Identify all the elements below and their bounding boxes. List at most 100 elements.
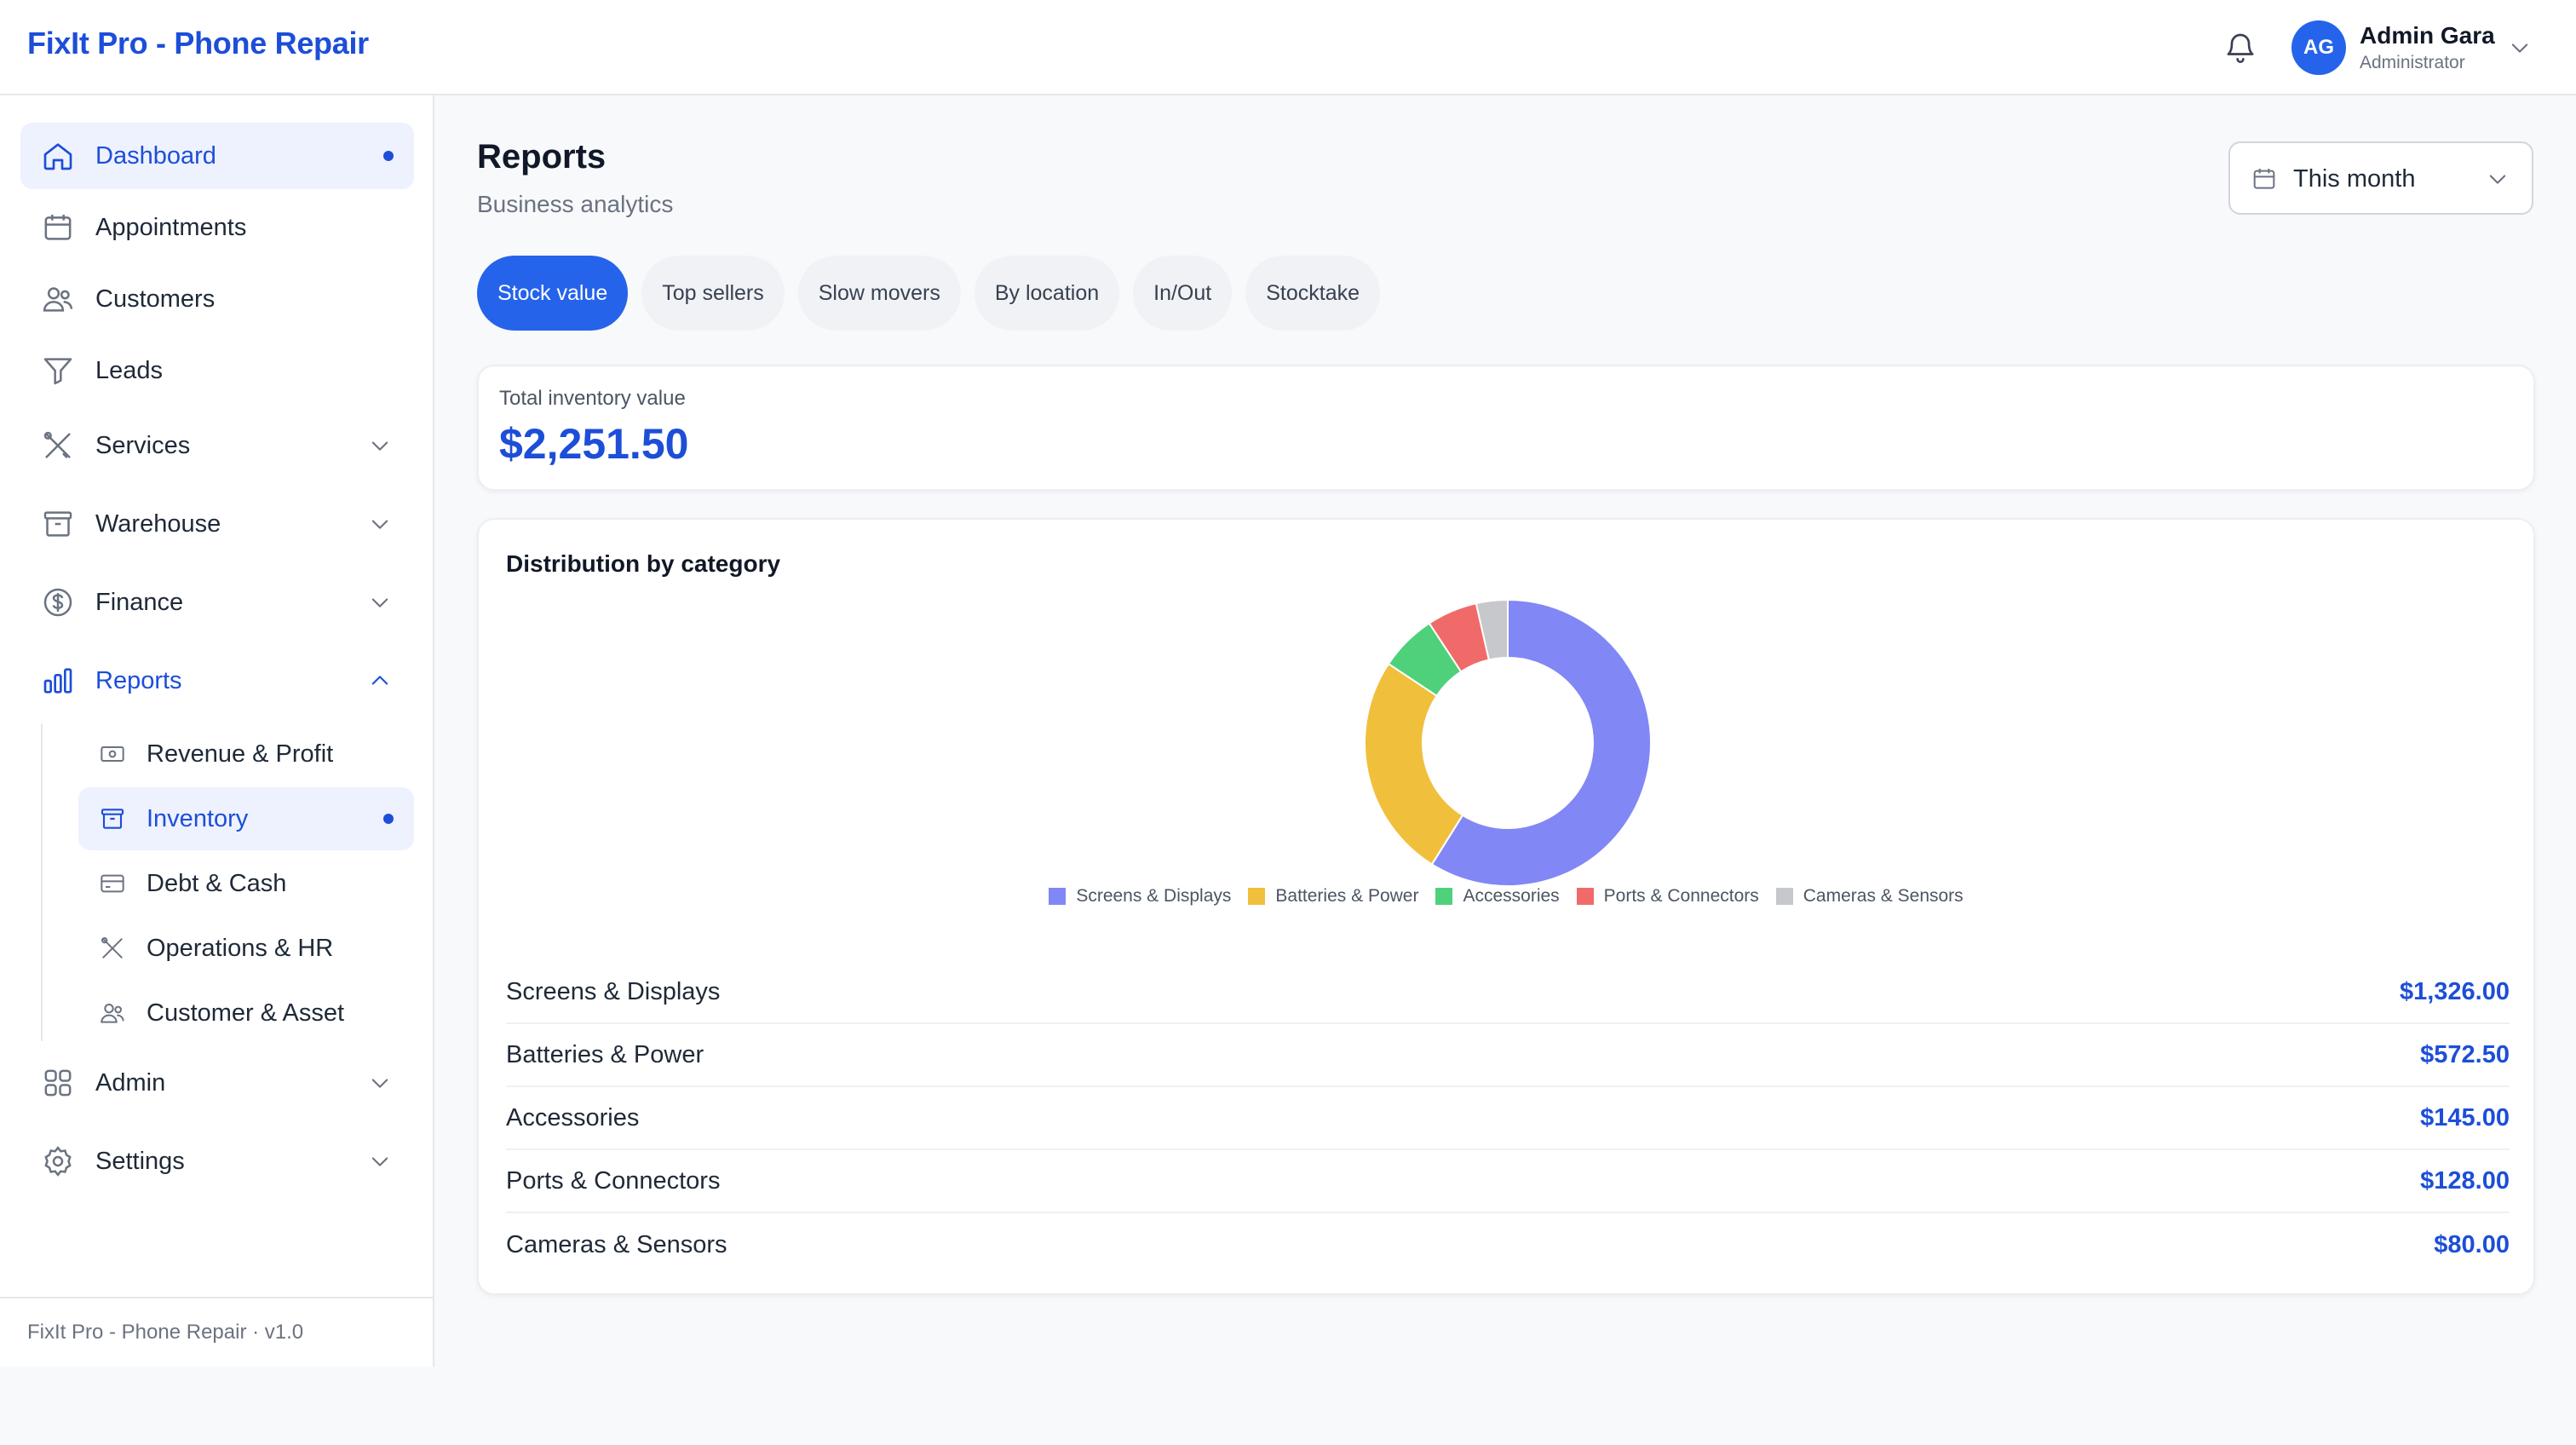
dollar-icon [43,588,72,617]
sidebar-item-label: Settings [95,1147,185,1175]
table-row: Batteries & Power $572.50 [506,1024,2510,1087]
sidebar-item-label: Customers [95,285,216,313]
money-icon [101,746,124,762]
category-value: $572.50 [2420,1040,2510,1068]
table-row: Cameras & Sensors $80.00 [506,1213,2510,1276]
report-tabs: Stock value Top sellers Slow movers By l… [477,256,1394,331]
sidebar-item-leads[interactable]: Leads [20,337,414,404]
sidebar-item-label: Services [95,431,191,459]
chevron-down-icon[interactable] [2508,36,2532,60]
sidebar-item-warehouse[interactable]: Warehouse [20,491,414,557]
user-name[interactable]: Admin Gara [2360,22,2495,49]
page-subtitle: Business analytics [477,191,674,217]
category-value: $145.00 [2420,1103,2510,1131]
users-icon [43,287,73,312]
category-name: Accessories [506,1103,640,1131]
grid-icon [44,1069,72,1097]
date-range-select[interactable]: This month [2228,141,2533,215]
legend-label: Ports & Connectors [1603,886,1759,906]
table-row: Accessories $145.00 [506,1087,2510,1150]
sidebar-item-dashboard[interactable]: Dashboard [20,123,414,189]
category-value: $1,326.00 [2399,977,2510,1005]
archive-icon [43,511,72,537]
sidebar-subitem-revenue-profit[interactable]: Revenue & Profit [78,722,414,786]
distribution-card: Distribution by category Screens & Displ… [477,518,2535,1295]
calendar-icon [44,215,72,240]
tab-top-sellers[interactable]: Top sellers [641,256,785,331]
chevron-down-icon [371,520,388,529]
sidebar-subitem-customer-asset[interactable]: Customer & Asset [78,982,414,1045]
category-name: Screens & Displays [506,977,721,1005]
legend-item[interactable]: Accessories [1435,886,1560,907]
legend-item[interactable]: Screens & Displays [1049,886,1231,907]
avatar[interactable]: AG [2291,20,2346,75]
donut-chart [1364,598,1652,887]
category-name: Batteries & Power [506,1040,704,1068]
active-dot [383,814,394,824]
category-table: Screens & Displays $1,326.00 Batteries &… [506,961,2510,1276]
legend-label: Cameras & Sensors [1803,886,1964,906]
bar-chart-icon [43,668,72,694]
sidebar-item-reports[interactable]: Reports [20,648,414,714]
legend-label: Accessories [1463,886,1560,906]
sidebar-item-services[interactable]: Services [20,412,414,479]
table-row: Screens & Displays $1,326.00 [506,961,2510,1024]
chevron-up-icon [371,676,388,685]
sidebar-item-label: Appointments [95,213,247,241]
legend-swatch [1775,888,1793,905]
total-inventory-card: Total inventory value $2,251.50 [477,365,2535,491]
chart-legend: Screens & Displays Batteries & Power Acces… [479,886,2533,907]
distribution-title: Distribution by category [506,550,781,577]
tab-in-out[interactable]: In/Out [1133,256,1233,331]
submenu-line [41,724,43,1041]
legend-item[interactable]: Ports & Connectors [1576,886,1759,907]
sidebar-item-admin[interactable]: Admin [20,1050,414,1116]
category-value: $128.00 [2420,1166,2510,1195]
sidebar-item-label: Dashboard [95,141,216,170]
sidebar-item-customers[interactable]: Customers [20,266,414,332]
funnel-icon [43,358,72,385]
gear-icon [44,1146,72,1177]
sidebar-subitem-label: Revenue & Profit [147,740,334,768]
legend-swatch [1435,888,1453,905]
table-row: Ports & Connectors $128.00 [506,1150,2510,1213]
legend-item[interactable]: Batteries & Power [1248,886,1418,907]
sidebar-subitem-inventory[interactable]: Inventory [78,787,414,850]
chevron-down-icon [371,441,388,451]
sidebar-item-label: Warehouse [95,509,221,538]
donut-slice[interactable] [1430,598,1652,887]
tools-icon [43,431,71,458]
donut-slice[interactable] [1364,662,1464,866]
legend-item[interactable]: Cameras & Sensors [1775,886,1964,907]
donut-slice[interactable] [1475,598,1509,661]
brand-title[interactable]: FixIt Pro - Phone Repair [27,26,369,60]
user-role: Administrator [2360,53,2465,72]
category-name: Cameras & Sensors [506,1230,727,1258]
tools-icon [101,937,123,959]
sidebar-item-appointments[interactable]: Appointments [20,194,414,261]
legend-swatch [1248,888,1266,905]
sidebar: Dashboard Appointments Customers Leads S… [0,95,434,1367]
sidebar-subitem-label: Operations & HR [147,934,334,962]
users-icon [101,1004,124,1023]
legend-label: Batteries & Power [1275,886,1419,906]
tab-stock-value[interactable]: Stock value [477,256,629,331]
legend-swatch [1049,888,1067,905]
total-inventory-label: Total inventory value [499,387,686,410]
sidebar-subitem-operations-hr[interactable]: Operations & HR [78,917,414,980]
bell-icon[interactable] [2223,31,2257,65]
date-range-value: This month [2293,165,2416,193]
total-inventory-value: $2,251.50 [499,420,689,468]
legend-swatch [1576,888,1594,905]
chevron-down-icon [2489,175,2506,184]
tab-stocktake[interactable]: Stocktake [1245,256,1381,331]
category-name: Ports & Connectors [506,1166,721,1195]
tab-by-location[interactable]: By location [974,256,1120,331]
card-icon [101,874,124,893]
sidebar-item-settings[interactable]: Settings [20,1128,414,1195]
sidebar-item-finance[interactable]: Finance [20,569,414,636]
top-bar: FixIt Pro - Phone Repair AG Admin Gara A… [0,0,2576,95]
tab-slow-movers[interactable]: Slow movers [797,256,961,331]
sidebar-subitem-debt-cash[interactable]: Debt & Cash [78,852,414,915]
sidebar-subitem-label: Inventory [147,804,249,832]
